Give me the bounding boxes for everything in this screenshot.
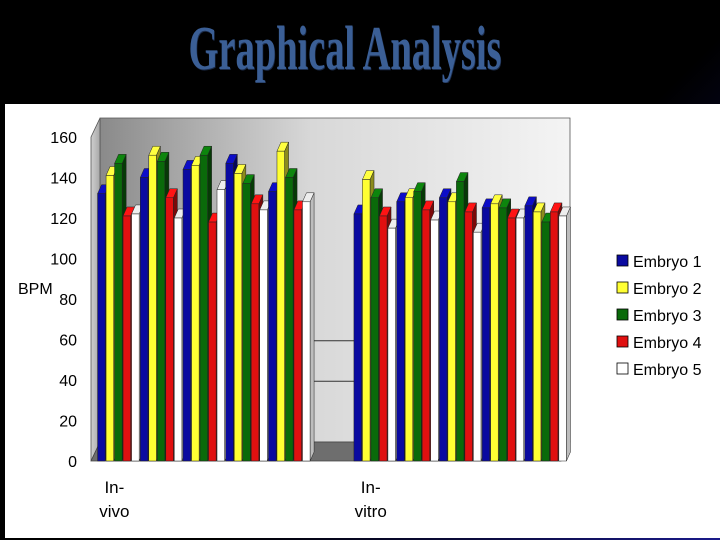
y-tick-label: 40 [59,373,77,390]
legend-swatch [616,281,629,294]
x-group-label: In- [104,478,124,497]
bar-front [413,191,422,462]
bar-front [114,163,123,462]
bar-front [276,150,285,462]
legend-swatch [616,362,629,375]
legend-label: Embryo 3 [633,308,702,325]
bar-front [430,219,439,462]
legend-label: Embryo 2 [633,281,702,298]
y-tick-label: 120 [50,211,77,228]
legend-label: Embryo 4 [633,335,702,352]
bar-front [157,161,166,462]
bar-front [507,217,516,462]
bar-front [131,213,140,462]
bar-front [464,211,473,462]
bar-front [148,154,157,462]
bar-side [309,192,315,462]
bar-chart: 0 20 40 60 80 100 120 140 160 In-vivo In-vitro Emb… [18,117,702,521]
bar-front [558,215,567,462]
bar-front [216,189,225,462]
bar-front [199,154,208,462]
legend-swatch [616,308,629,321]
bar-front [387,227,396,462]
bar-front [473,231,482,462]
bar-front [122,215,131,462]
bar-front [268,191,277,462]
bar-front [259,209,268,462]
legend-swatch [616,254,629,267]
chart-panel: 0 20 40 60 80 100 120 140 160 In-vivo In-vitro Emb… [5,104,720,538]
bar-front [447,201,456,462]
bar-front [439,197,448,462]
bar-front [140,177,149,462]
bar-front [191,165,200,462]
bar-front [225,163,234,462]
bar-front [481,207,490,462]
bar-side [566,206,571,462]
bar-front [302,201,311,462]
bar-front [524,205,533,462]
bar-front [165,197,174,462]
x-group-label: vitro [355,502,387,521]
bar-front [353,213,362,462]
bar-front [293,209,302,462]
bar-front [285,177,294,462]
bar-front [250,203,260,462]
bar-front [174,217,183,462]
bar-front [105,175,114,462]
y-tick-label: 140 [50,171,77,188]
bar-front [541,221,550,462]
bar-embryo-5 [558,206,571,462]
bar-front [533,211,542,462]
bar-front [182,169,191,462]
bar-front [362,179,371,462]
bar-front [396,201,405,462]
y-tick-label: 80 [59,292,77,309]
bar-front [515,217,524,462]
bar-front [490,203,499,462]
y-axis-label: BPM [18,281,53,298]
bar-front [97,193,106,462]
y-tick-label: 100 [50,252,77,269]
bar-front [498,207,507,462]
bar-front [421,209,431,462]
y-tick-label: 160 [50,130,77,147]
legend-swatch [616,335,629,348]
bar-embryo-5 [302,192,315,462]
slide-title: Graphical Analysis [188,15,502,83]
bar-front [550,211,559,462]
bar-front [379,215,388,462]
x-group-label: In- [361,478,381,497]
y-tick-label: 20 [59,414,77,431]
x-group-label: vivo [99,502,129,521]
legend-label: Embryo 1 [633,254,702,271]
bar-front [370,197,379,462]
bar-front [242,183,251,462]
bar-front [208,221,217,462]
bar-front [404,197,414,462]
bar-front [233,173,243,462]
y-tick-label: 60 [59,333,77,350]
legend-label: Embryo 5 [633,362,702,379]
y-tick-label: 0 [68,454,77,471]
bar-front [456,181,465,462]
